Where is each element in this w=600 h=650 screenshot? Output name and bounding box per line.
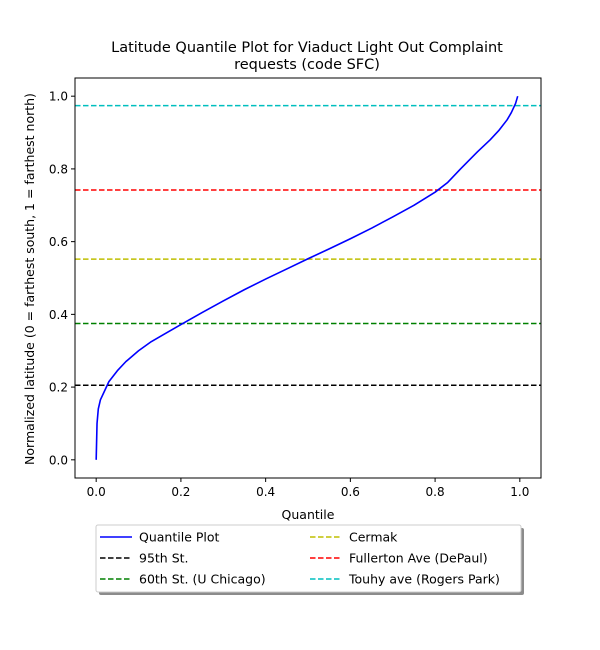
y-tick-label: 0.6 [49,235,68,249]
quantile-curve [95,95,519,460]
x-tick-label: 0.8 [426,485,445,499]
x-axis-ticks: 0.0 0.2 0.4 0.6 0.8 1.0 [87,478,529,499]
y-tick-label: 0.4 [49,308,68,322]
plot-frame [74,77,542,479]
legend-entries: Quantile Plot 95th St. 60th St. (U Chicago… [100,530,500,587]
x-tick-label: 1.0 [510,485,529,499]
chart-title-line-1: Latitude Quantile Plot for Viaduct Light… [111,40,503,56]
x-tick-label: 0.4 [256,485,275,499]
y-tick-label: 0.0 [49,453,68,467]
x-tick-label: 0.2 [171,485,190,499]
legend-label-0: Quantile Plot [139,530,220,545]
legend-label-1: 95th St. [139,551,189,566]
x-tick-label: 0.0 [87,485,106,499]
quantile-curve-layer [95,95,519,460]
legend-label-5: Touhy ave (Rogers Park) [348,572,500,587]
y-tick-label: 0.2 [49,381,68,395]
legend-label-2: 60th St. (U Chicago) [139,572,266,587]
legend: Quantile Plot 95th St. 60th St. (U Chicago… [95,524,524,595]
x-tick-label: 0.6 [341,485,360,499]
y-axis-label: Normalized latitude (0 = farthest south,… [22,93,37,465]
y-tick-label: 0.8 [49,162,68,176]
legend-box [95,524,522,593]
legend-label-4: Fullerton Ave (DePaul) [349,551,488,566]
x-axis-label: Quantile [282,507,335,522]
y-tick-label: 1.0 [49,90,68,104]
reference-lines [75,104,541,387]
y-axis-ticks: 0.0 0.2 0.4 0.6 0.8 1.0 [49,90,75,467]
legend-label-3: Cermak [349,530,398,545]
chart-title-line-2: requests (code SFC) [234,57,380,73]
